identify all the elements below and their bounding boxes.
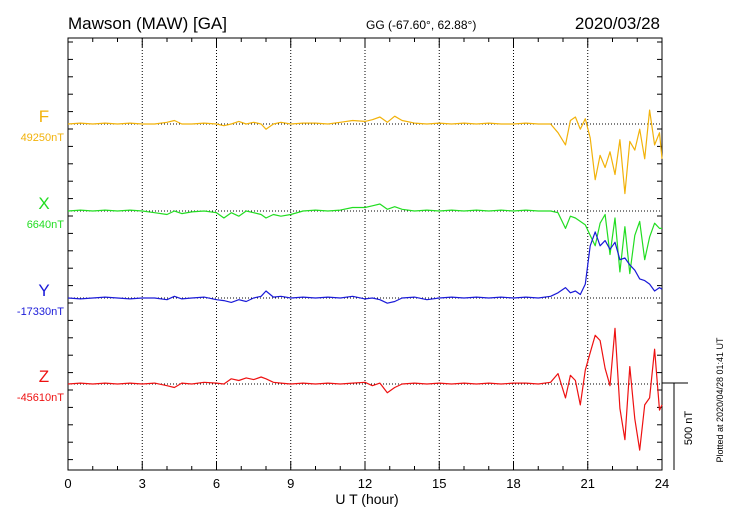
baseline-label-y: -17330nT: [17, 306, 64, 318]
plotted-at-note: Plotted at 2020/04/28 01:41 UT: [715, 337, 725, 463]
x-tick-label: 3: [139, 476, 146, 491]
series-lines: [67, 109, 663, 451]
series-name-z: Z: [39, 367, 49, 386]
x-tick-label: 12: [358, 476, 372, 491]
x-tick-label: 15: [432, 476, 446, 491]
axis-ticks: 0 3 6 9 12 15 18 21 24: [64, 38, 669, 491]
vertical-grid: [141, 38, 589, 470]
x-axis-label: U T (hour): [335, 491, 398, 507]
baseline-label-z: -45610nT: [17, 392, 64, 404]
series-line-y: [67, 231, 663, 304]
x-tick-label: 21: [581, 476, 595, 491]
x-tick-label: 0: [64, 476, 71, 491]
series-line-x: [67, 203, 662, 275]
series-name-f: F: [39, 107, 49, 126]
series-line-f: [67, 109, 663, 195]
coordinates: GG (-67.60°, 62.88°): [366, 18, 476, 32]
x-tick-label: 18: [506, 476, 520, 491]
x-tick-label: 9: [287, 476, 294, 491]
series-name-x: X: [38, 194, 49, 213]
series-labels: F 49250nT X 6640nT Y -17330nT Z -45610nT: [17, 107, 64, 404]
plot-date: 2020/03/28: [575, 14, 660, 33]
baselines: [68, 123, 662, 385]
series-name-y: Y: [38, 281, 49, 300]
baseline-label-f: 49250nT: [21, 132, 65, 144]
x-tick-label: 24: [655, 476, 669, 491]
x-tick-label: 6: [213, 476, 220, 491]
series-line-z: [67, 327, 663, 451]
scale-label: 500 nT: [683, 411, 695, 446]
station-title: Mawson (MAW) [GA]: [68, 14, 227, 33]
baseline-label-x: 6640nT: [27, 219, 65, 231]
